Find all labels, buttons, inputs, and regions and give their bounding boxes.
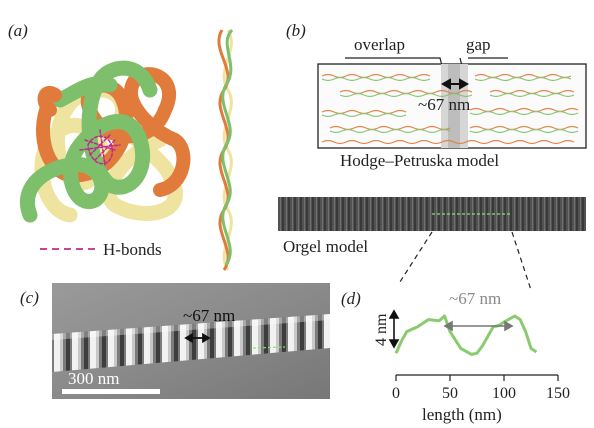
hodge-petruska-diagram: ~67 nm (318, 64, 586, 148)
x-tick-label: 150 (546, 385, 570, 402)
orgel-model-caption: Orgel model (283, 237, 368, 256)
triple-helix-top-view (27, 68, 183, 215)
panel-c-label: (c) (20, 288, 39, 307)
x-axis-ticks: 0 50 100 150 (392, 375, 570, 402)
h-bonds-legend: H-bonds (40, 240, 162, 259)
panel-d-label: (d) (341, 289, 361, 308)
panel-c: (c) ~67 nm 300 nm (20, 283, 330, 399)
hodge-period-label: ~67 nm (418, 95, 470, 114)
orgel-model-diagram (278, 197, 586, 231)
profile-plot: 0 50 100 150 length (nm) (392, 316, 570, 424)
zoom-connector-lines (398, 232, 531, 290)
hodge-petruska-caption: Hodge–Petruska model (340, 151, 499, 170)
panel-b: (b) overlap gap (278, 21, 586, 290)
h-bonds-legend-label: H-bonds (103, 240, 162, 259)
panel-a-label: (a) (8, 21, 28, 40)
y-axis-label: 4 nm (373, 313, 390, 346)
height-arrow (390, 311, 398, 347)
overlap-label: overlap (354, 35, 405, 54)
panel-d: (d) ~67 nm 4 nm 0 50 100 150 length (nm) (341, 289, 570, 424)
height-profile-line (396, 316, 536, 354)
panel-b-label: (b) (286, 21, 306, 40)
profile-period-label: ~67 nm (449, 289, 501, 308)
triple-helix-side-view (219, 30, 232, 270)
x-tick-label: 50 (442, 385, 458, 402)
x-axis-label: length (nm) (422, 405, 502, 424)
afm-image: ~67 nm 300 nm (52, 283, 330, 399)
scale-bar-label: 300 nm (68, 369, 119, 388)
x-tick-label: 100 (492, 385, 516, 402)
gap-label: gap (466, 35, 491, 54)
panel-a: (a) H-bonds (8, 21, 232, 270)
x-tick-label: 0 (392, 385, 400, 402)
afm-period-label: ~67 nm (183, 306, 235, 325)
